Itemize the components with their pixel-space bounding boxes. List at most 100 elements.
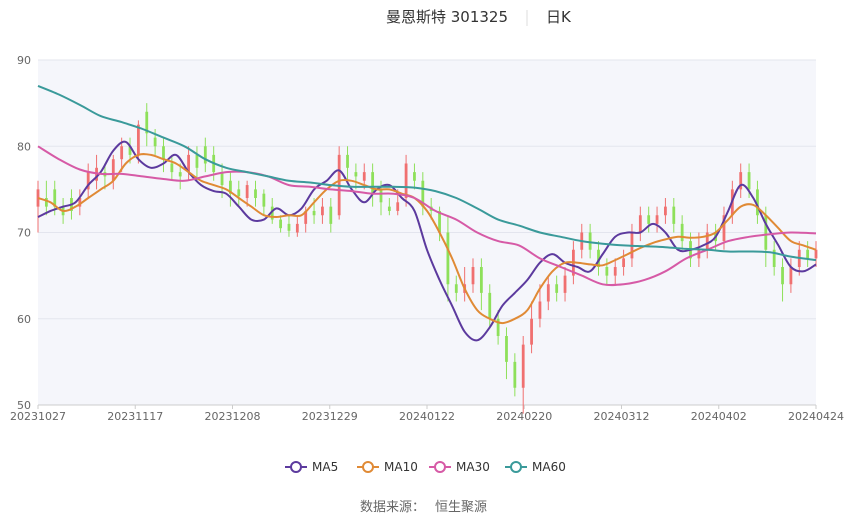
candle bbox=[513, 353, 517, 397]
candle bbox=[404, 154, 408, 207]
candle-body bbox=[203, 146, 207, 164]
candle-body bbox=[722, 215, 726, 242]
candle-body bbox=[772, 249, 776, 267]
candle-body bbox=[404, 163, 408, 198]
candle-body bbox=[655, 215, 659, 224]
candle bbox=[638, 206, 642, 242]
y-axis: 50 60 70 80 90 bbox=[17, 54, 31, 412]
ma60-line bbox=[37, 84, 817, 262]
candle-body bbox=[647, 215, 651, 224]
candle-body bbox=[756, 189, 759, 216]
candle-body bbox=[387, 206, 391, 211]
candle bbox=[178, 163, 182, 190]
candle-body bbox=[672, 206, 676, 224]
candle bbox=[387, 198, 391, 216]
candle bbox=[170, 154, 174, 181]
candle-body bbox=[346, 154, 349, 168]
candle bbox=[605, 258, 609, 285]
legend-marker bbox=[290, 461, 302, 473]
candle-body bbox=[789, 267, 793, 285]
candle bbox=[739, 163, 743, 198]
candle-body bbox=[153, 137, 157, 147]
candle bbox=[764, 206, 768, 267]
candle bbox=[772, 241, 776, 276]
candle bbox=[622, 249, 625, 276]
candle bbox=[680, 215, 684, 250]
legend-marker bbox=[510, 461, 522, 473]
legend-label: MA60 bbox=[532, 460, 566, 474]
candle-body bbox=[513, 361, 517, 388]
candle-body bbox=[555, 284, 559, 293]
candle bbox=[479, 258, 483, 311]
candle bbox=[597, 241, 600, 276]
candle-body bbox=[371, 172, 375, 194]
candle bbox=[471, 258, 475, 293]
source-footer: 数据来源： 恒生聚源 bbox=[360, 500, 487, 515]
candle bbox=[371, 163, 375, 207]
candle bbox=[413, 163, 416, 190]
candle-body bbox=[454, 284, 458, 293]
candle-body bbox=[136, 124, 140, 155]
legend-item-ma10[interactable]: MA10 bbox=[357, 460, 418, 474]
x-tick-label: 20240312 bbox=[594, 410, 650, 423]
candle bbox=[647, 206, 651, 233]
candle-body bbox=[162, 146, 165, 160]
source-label: 数据来源： bbox=[360, 500, 425, 515]
candle bbox=[354, 163, 358, 190]
candle-body bbox=[739, 172, 743, 190]
candle-body bbox=[254, 189, 257, 198]
x-tick-label: 20240402 bbox=[691, 410, 747, 423]
candle bbox=[488, 284, 492, 328]
candle-body bbox=[421, 180, 425, 207]
x-tick-label: 20231117 bbox=[107, 410, 163, 423]
x-tick-label: 20240220 bbox=[496, 410, 552, 423]
candle bbox=[329, 198, 333, 233]
candle bbox=[806, 241, 810, 267]
candle-body bbox=[814, 249, 818, 259]
candle bbox=[496, 310, 500, 345]
candle-body bbox=[680, 223, 684, 242]
x-tick-label: 20240424 bbox=[788, 410, 844, 423]
candle bbox=[195, 146, 199, 181]
candle bbox=[521, 336, 525, 414]
candle bbox=[162, 137, 165, 173]
y-tick-label: 60 bbox=[17, 313, 31, 326]
x-tick-label: 20240122 bbox=[399, 410, 455, 423]
candle-body bbox=[446, 232, 450, 285]
candle-body bbox=[78, 198, 82, 207]
candle bbox=[187, 146, 190, 181]
candle-body bbox=[379, 189, 383, 203]
candle bbox=[86, 163, 90, 198]
legend-item-ma5[interactable]: MA5 bbox=[285, 460, 338, 474]
candle-body bbox=[128, 146, 132, 155]
candle bbox=[705, 223, 709, 259]
candle bbox=[446, 215, 450, 302]
candle bbox=[781, 258, 784, 302]
candle bbox=[203, 137, 207, 173]
candle-body bbox=[245, 185, 249, 198]
legend-label: MA30 bbox=[456, 460, 490, 474]
x-axis: 20231027 20231117 20231208 20231229 20240122… bbox=[10, 404, 844, 423]
candle-body bbox=[538, 301, 542, 319]
legend-item-ma60[interactable]: MA60 bbox=[505, 460, 566, 474]
chart-header: 曼恩斯特 301325 日K bbox=[386, 8, 572, 26]
candle-body bbox=[220, 172, 224, 186]
candle bbox=[321, 198, 324, 224]
moving-average-lines bbox=[37, 84, 817, 342]
candle-body bbox=[312, 210, 316, 216]
candle-body bbox=[588, 232, 592, 250]
candle-body bbox=[120, 146, 124, 160]
candle bbox=[145, 103, 149, 147]
legend-item-ma30[interactable]: MA30 bbox=[429, 460, 490, 474]
candle-body bbox=[145, 111, 149, 134]
candle bbox=[337, 146, 341, 220]
y-tick-label: 50 bbox=[17, 399, 31, 412]
candle bbox=[279, 215, 283, 233]
candle-body bbox=[764, 215, 768, 250]
candle bbox=[655, 206, 659, 233]
y-tick-label: 90 bbox=[17, 54, 31, 67]
candle bbox=[563, 267, 567, 302]
candle bbox=[346, 146, 349, 181]
x-tick-label: 20231208 bbox=[205, 410, 261, 423]
candle-body bbox=[111, 159, 115, 181]
